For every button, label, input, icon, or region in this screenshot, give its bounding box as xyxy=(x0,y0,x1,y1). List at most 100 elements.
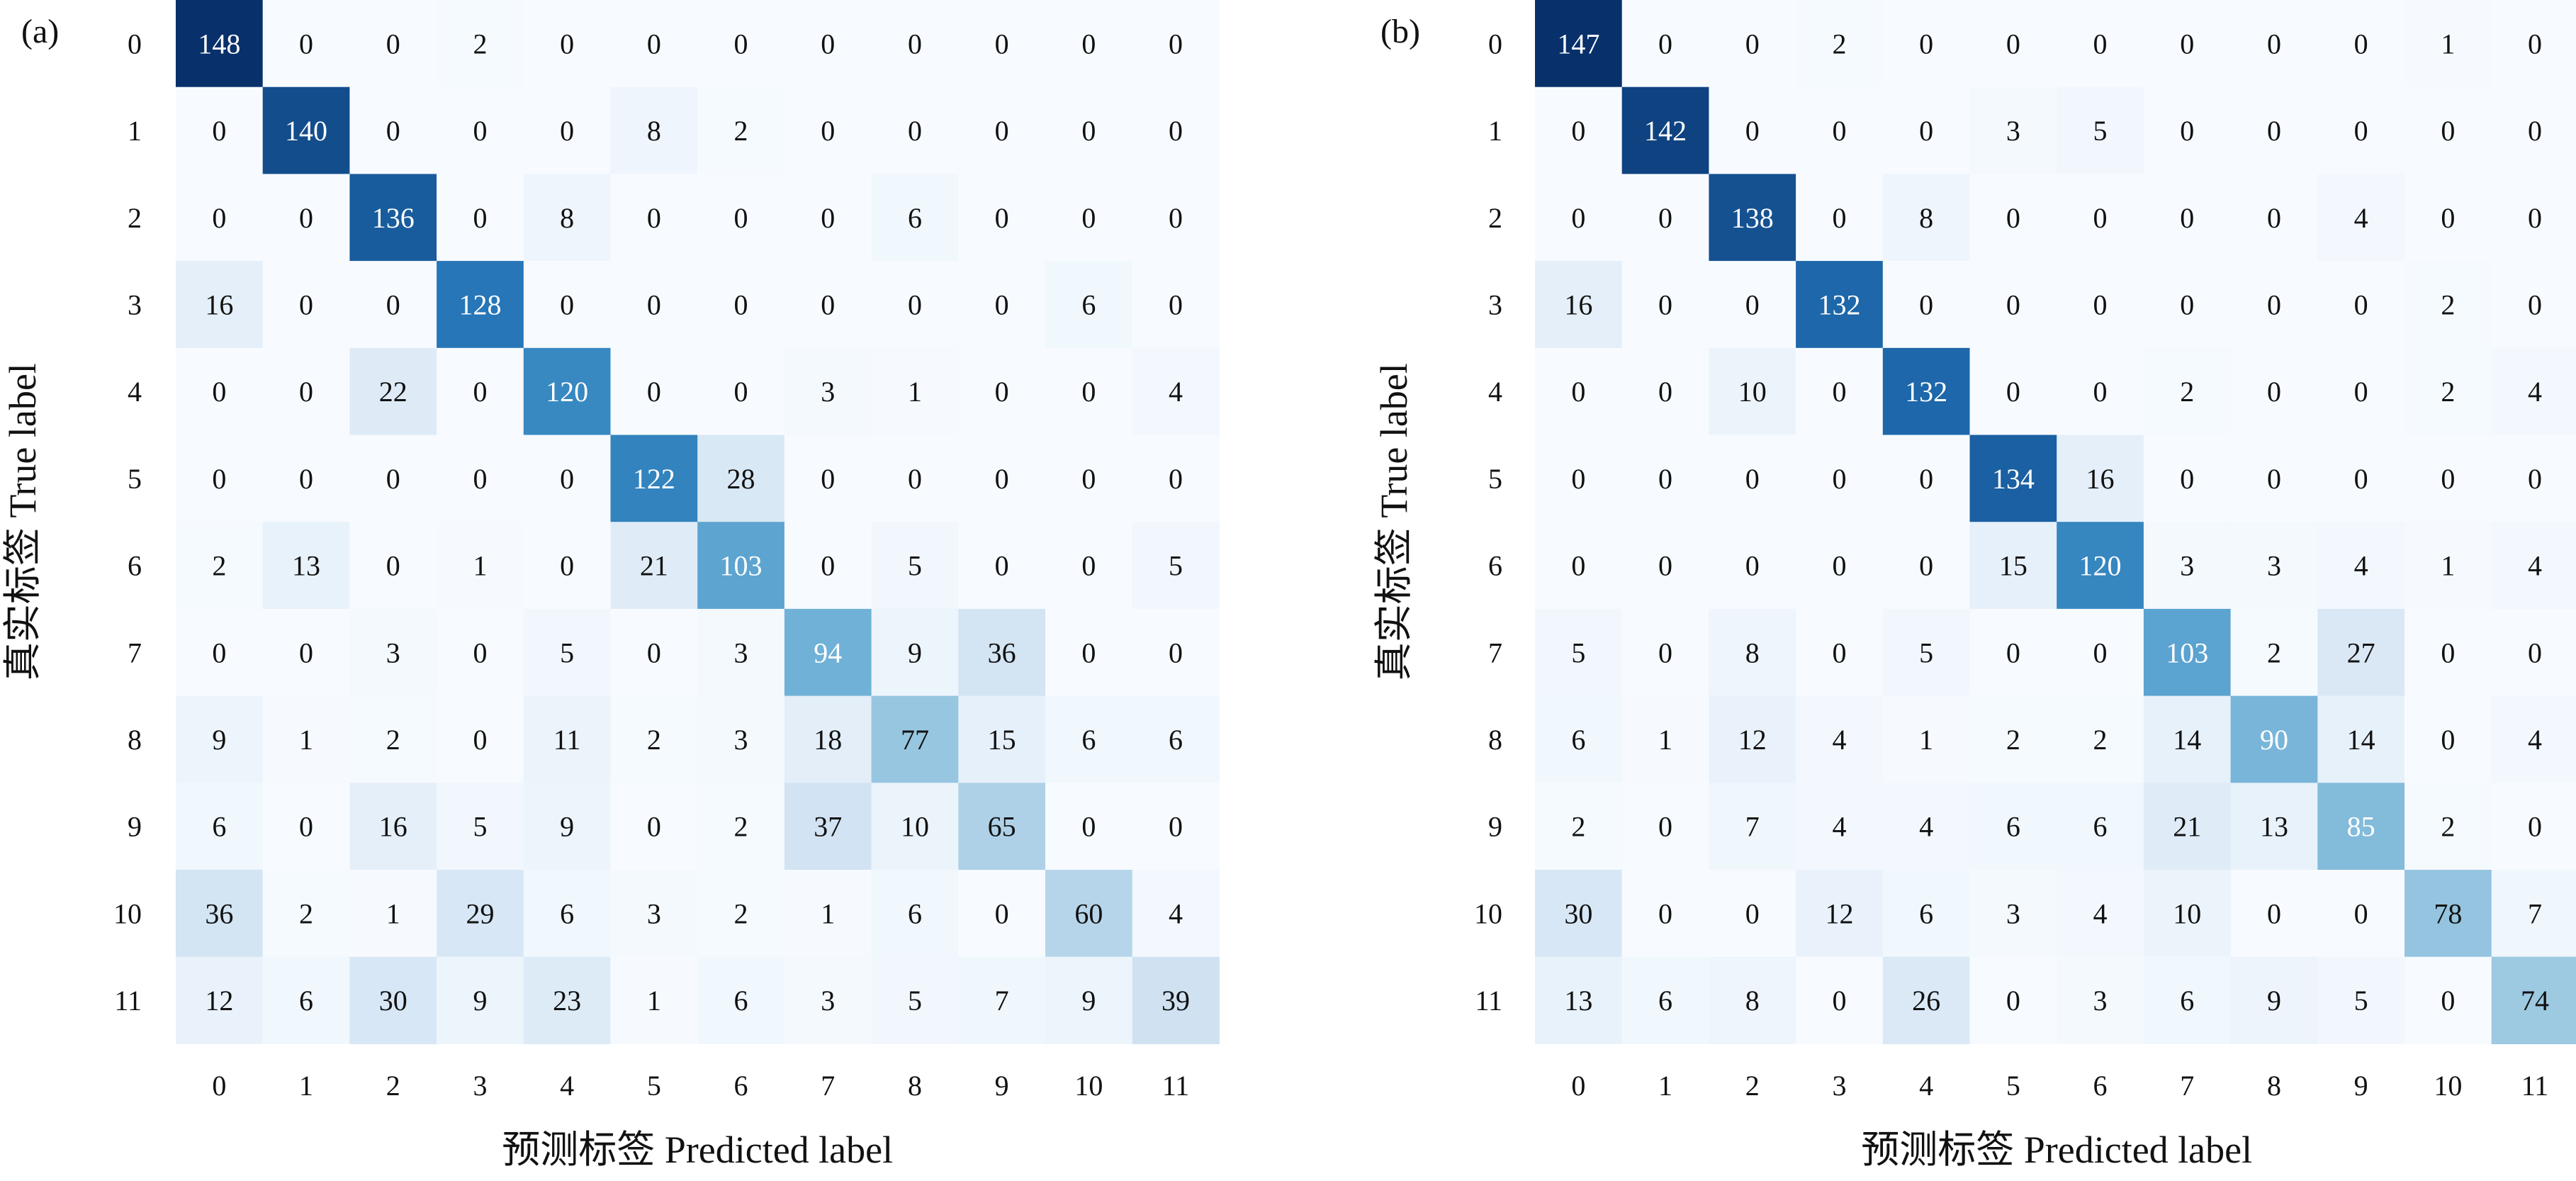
heatmap-cell xyxy=(437,174,524,262)
heatmap-cell xyxy=(1796,347,1884,436)
heatmap-cell xyxy=(523,174,612,262)
cell-value-label: 0 xyxy=(2354,376,2368,408)
heatmap-cell xyxy=(2143,0,2232,88)
heatmap-cell xyxy=(2491,608,2576,697)
heatmap-cell xyxy=(1709,695,1796,783)
heatmap-cell xyxy=(1882,174,1971,262)
cell-value-label: 0 xyxy=(647,28,661,60)
cell-value-label: 10 xyxy=(2173,897,2201,929)
cell-value-label: 0 xyxy=(1081,28,1096,60)
cell-value-label: 122 xyxy=(633,463,675,495)
heatmap-cell xyxy=(2405,956,2492,1044)
heatmap-cell xyxy=(1969,956,2057,1044)
cell-value-label: 4 xyxy=(2354,202,2368,234)
cell-value-label: 0 xyxy=(1571,115,1585,147)
heatmap-cell xyxy=(1621,695,1709,783)
y-tick-label: 5 xyxy=(128,463,142,495)
cell-value-label: 78 xyxy=(2434,897,2462,929)
cell-value-label: 12 xyxy=(1738,724,1767,756)
cell-value-label: 13 xyxy=(292,550,320,582)
x-tick-label: 7 xyxy=(2180,1070,2194,1102)
cell-value-label: 6 xyxy=(2006,811,2020,843)
cell-value-label: 0 xyxy=(1745,897,1760,929)
heatmap-cell xyxy=(871,956,959,1044)
heatmap-cell xyxy=(349,522,437,610)
heatmap-cell xyxy=(1969,435,2057,522)
heatmap-cell xyxy=(1709,870,1796,958)
heatmap-cell xyxy=(2317,522,2405,610)
cell-value-label: 0 xyxy=(212,637,226,668)
heatmap-cell xyxy=(2057,956,2144,1044)
cell-value-label: 0 xyxy=(1658,463,1672,495)
cell-value-label: 0 xyxy=(473,376,487,408)
cell-value-label: 0 xyxy=(2093,376,2108,408)
y-tick-label: 8 xyxy=(1488,724,1502,756)
heatmap-cell xyxy=(1132,522,1220,610)
heatmap-cell xyxy=(784,608,872,697)
heatmap-cell xyxy=(1535,0,1623,88)
confusion-matrix-b: 147 0 0 2 0 0 0 0 0 0 1 00 142 0 0 0 3 5 0 0 0 0 00 0 138 0 8 0 0 0 0 4… xyxy=(1373,0,2576,1171)
x-tick-label: 2 xyxy=(386,1070,400,1102)
cell-value-label: 140 xyxy=(285,115,327,147)
cell-value-label: 23 xyxy=(553,985,581,1017)
heatmap-cell xyxy=(1132,608,1220,697)
heatmap-cell xyxy=(176,956,264,1044)
heatmap-cell xyxy=(610,174,698,262)
y-tick-label: 2 xyxy=(1488,202,1502,234)
cell-value-label: 0 xyxy=(1571,463,1585,495)
y-tick-label: 3 xyxy=(1488,289,1502,320)
cell-value-label: 7 xyxy=(2528,897,2542,929)
heatmap-cell xyxy=(2143,261,2232,349)
heatmap-cell xyxy=(1882,0,1971,88)
heatmap-cell xyxy=(437,608,524,697)
heatmap-cell xyxy=(1045,261,1133,349)
heatmap-cell xyxy=(1621,174,1709,262)
heatmap-cell xyxy=(349,347,437,436)
heatmap-cell xyxy=(871,174,959,262)
heatmap-cell xyxy=(1882,695,1971,783)
x-tick-label: 9 xyxy=(2354,1070,2368,1102)
heatmap-cell xyxy=(697,870,785,958)
heatmap-cell xyxy=(871,783,959,871)
heatmap-cell xyxy=(2230,174,2318,262)
heatmap-cell xyxy=(871,0,959,88)
cell-value-label: 0 xyxy=(473,115,487,147)
cell-value-label: 5 xyxy=(2093,115,2108,147)
heatmap-cell xyxy=(1709,522,1796,610)
heatmap-cell xyxy=(176,347,264,436)
cell-value-label: 7 xyxy=(995,985,1009,1017)
heatmap-cell xyxy=(349,261,437,349)
cell-value-label: 0 xyxy=(1658,28,1672,60)
heatmap-cell xyxy=(871,86,959,174)
cell-value-label: 60 xyxy=(1074,897,1103,929)
heatmap-cell xyxy=(610,347,698,436)
cell-value-label: 3 xyxy=(821,376,835,408)
heatmap-cell xyxy=(349,608,437,697)
cell-value-label: 6 xyxy=(908,202,922,234)
cell-value-label: 0 xyxy=(2528,28,2542,60)
heatmap-cell xyxy=(2230,347,2318,436)
heatmap-cell xyxy=(1882,956,1971,1044)
cell-value-label: 12 xyxy=(1825,897,1853,929)
heatmap-cell xyxy=(610,956,698,1044)
cell-value-label: 0 xyxy=(734,376,748,408)
cell-value-label: 2 xyxy=(386,724,400,756)
x-tick-label: 6 xyxy=(2093,1070,2108,1102)
heatmap-cell xyxy=(2405,522,2492,610)
cell-value-label: 0 xyxy=(995,463,1009,495)
y-tick-label: 10 xyxy=(113,897,142,929)
heatmap-cell xyxy=(437,695,524,783)
heatmap-cell xyxy=(523,695,612,783)
cell-value-label: 120 xyxy=(546,376,588,408)
cell-value-label: 6 xyxy=(212,811,226,843)
cell-value-label: 6 xyxy=(560,897,574,929)
heatmap-cell xyxy=(1621,261,1709,349)
cell-value-label: 14 xyxy=(2173,724,2201,756)
cell-value-label: 136 xyxy=(372,202,415,234)
cell-value-label: 0 xyxy=(299,811,313,843)
x-tick-label: 0 xyxy=(212,1070,226,1102)
heatmap-cell xyxy=(1621,783,1709,871)
heatmap-cell xyxy=(2230,870,2318,958)
heatmap-cell xyxy=(1132,0,1220,88)
heatmap-cell xyxy=(437,347,524,436)
